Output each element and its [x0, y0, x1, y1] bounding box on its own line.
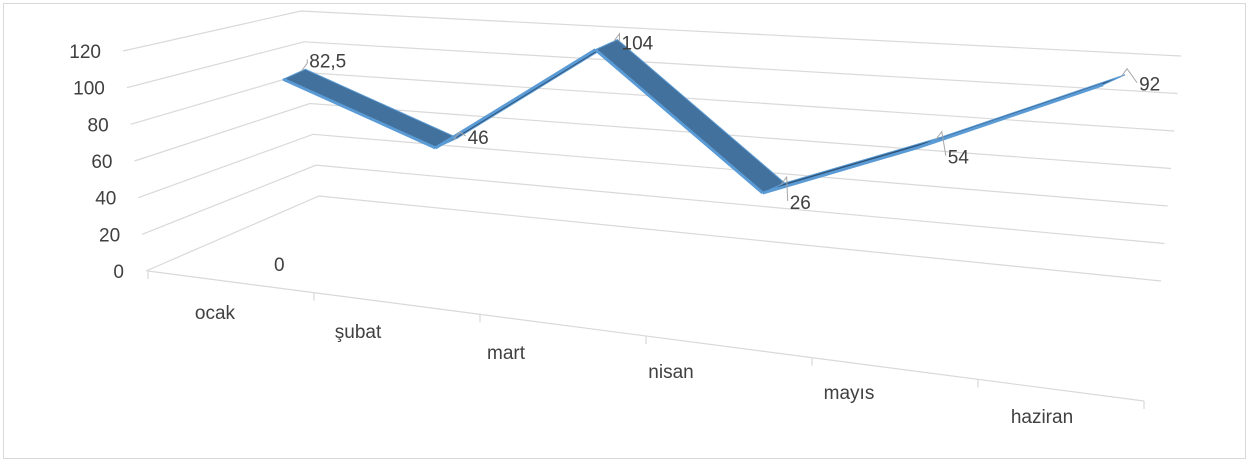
- gridline-1: [141, 164, 1165, 245]
- leader-line: [613, 32, 621, 42]
- y-axis-ticks: 0 20 40 60 80 100 120: [69, 42, 124, 283]
- ribbon-edge: [282, 77, 437, 150]
- y-tick-label: 20: [99, 225, 120, 246]
- y-tick-label: 100: [73, 79, 105, 100]
- data-label: 0: [274, 255, 285, 276]
- y-tick-label: 40: [95, 189, 116, 210]
- y-tick-label: 80: [88, 115, 109, 136]
- y-tick-label: 0: [113, 262, 124, 283]
- ribbon-edge: [917, 83, 1104, 150]
- x-tick-label: ocak: [195, 303, 236, 324]
- data-label: 92: [1139, 75, 1160, 96]
- ribbon-segment: [594, 39, 786, 194]
- x-tick-label: mayıs: [824, 383, 875, 404]
- leader-line: [300, 59, 308, 72]
- leader-line: [780, 175, 789, 202]
- x-tick-label: mart: [487, 343, 526, 364]
- line-chart-3d: 0 20 40 60 80 100 120 ocak şubat mart nisan mayıs h…: [69, 10, 1182, 428]
- leader-line: [1120, 67, 1138, 84]
- gridline-3: [134, 102, 1172, 170]
- data-labels: 0 82,5 46 104 26 54 92: [274, 32, 1160, 276]
- data-label: 54: [948, 148, 970, 169]
- ribbon-edge: [594, 48, 764, 195]
- gridline-2: [138, 133, 1168, 207]
- y-tick-label: 120: [69, 42, 101, 63]
- leader-line: [935, 130, 947, 156]
- leader-line: [453, 131, 466, 141]
- gridline-5: [126, 41, 1178, 95]
- ribbon-edge: [762, 146, 919, 195]
- x-tick-label: şubat: [335, 322, 382, 343]
- chart-frame: 0 20 40 60 80 100 120 ocak şubat mart nisan mayıs h…: [3, 3, 1246, 459]
- y-tick-label: 60: [91, 152, 112, 173]
- gridline-6: [122, 10, 1182, 57]
- series-ribbon: [282, 39, 1126, 195]
- x-axis: ocak şubat mart nisan mayıs haziran: [147, 270, 1145, 428]
- data-label: 26: [790, 193, 811, 214]
- gridline-0: [145, 195, 1162, 282]
- data-label: 104: [622, 34, 654, 55]
- x-tick-label: nisan: [648, 362, 693, 383]
- data-label: 46: [468, 128, 489, 149]
- data-label: 82,5: [309, 51, 346, 72]
- x-tick-label: haziran: [1011, 407, 1073, 428]
- ribbon-edge: [434, 48, 597, 150]
